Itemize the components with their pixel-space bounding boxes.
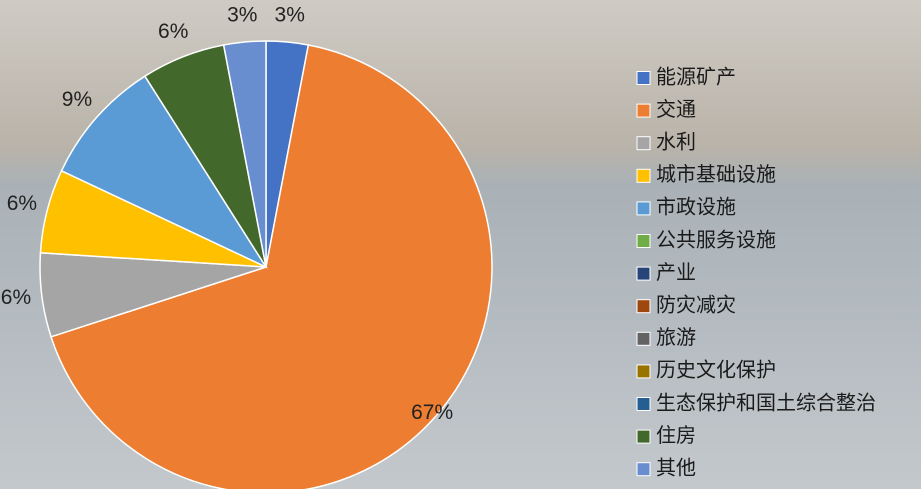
data-label: 6% [7,192,37,215]
legend-swatch [637,169,650,182]
data-label: 67% [411,401,453,424]
legend-label: 防灾减灾 [656,293,736,316]
legend-swatch [637,72,650,85]
data-label: 3% [275,4,305,27]
legend-label: 市政设施 [656,196,736,219]
legend-label: 住房 [656,424,696,447]
legend-swatch [637,463,650,476]
legend-swatch [637,104,650,117]
legend-label: 产业 [656,261,696,284]
chart: 3% 67% 6% 6% 9% 6% 3% 能源矿产交通水利城市基础设施市政设施公共服务设施… [0,0,921,489]
legend-swatch [637,365,650,378]
legend-swatch [637,235,650,248]
legend-swatch [637,137,650,150]
page: {"chart_data": {"type": "pie", "categori… [0,0,921,489]
legend-swatch [637,430,650,443]
legend-label: 城市基础设施 [656,163,776,186]
legend-label: 能源矿产 [656,65,736,88]
legend-swatch [637,300,650,313]
legend-label: 其他 [656,456,696,479]
data-label: 3% [227,4,257,27]
legend-swatch [637,398,650,411]
legend-swatch [637,202,650,215]
legend-label: 生态保护和国土综合整治 [656,391,876,414]
legend-label: 交通 [656,98,696,121]
data-label: 9% [62,88,92,111]
legend-label: 旅游 [656,326,696,349]
legend-swatch [637,332,650,345]
data-label: 6% [158,20,188,43]
data-label: 6% [1,286,31,309]
legend-label: 公共服务设施 [656,228,776,251]
legend-label: 水利 [656,130,696,153]
legend-swatch [637,267,650,280]
legend-label: 历史文化保护 [656,359,776,382]
